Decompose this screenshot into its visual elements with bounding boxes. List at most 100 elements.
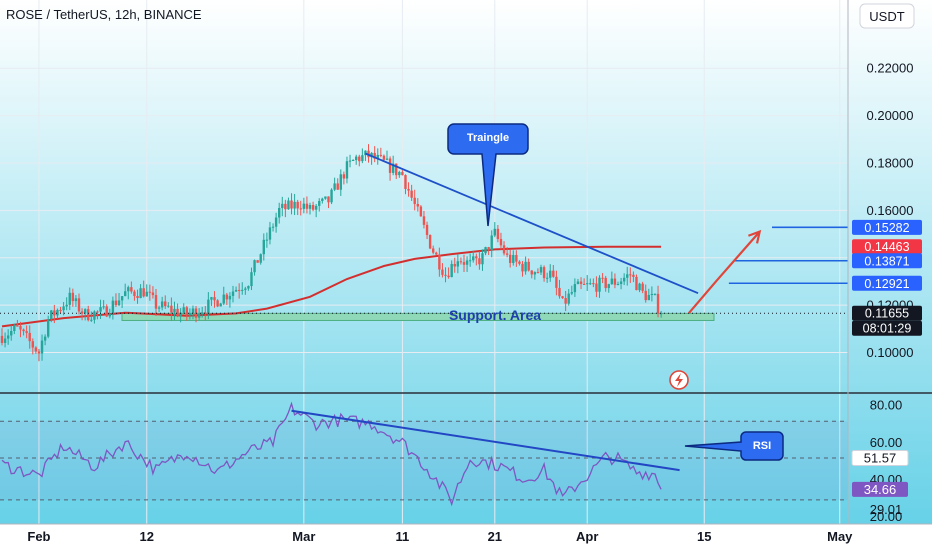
candle bbox=[145, 284, 148, 297]
candle-body bbox=[401, 171, 404, 176]
candle bbox=[305, 196, 309, 214]
candle bbox=[364, 150, 367, 161]
candlesticks[interactable] bbox=[0, 144, 663, 362]
candle bbox=[582, 278, 586, 285]
candle-body bbox=[518, 261, 521, 264]
candle bbox=[518, 260, 521, 266]
candle bbox=[47, 315, 50, 339]
candle bbox=[287, 197, 290, 210]
candle-body bbox=[87, 309, 90, 321]
candle-body bbox=[468, 260, 472, 262]
candle-body bbox=[197, 314, 201, 318]
candle bbox=[505, 247, 509, 258]
candle bbox=[299, 200, 302, 216]
candle-body bbox=[299, 208, 302, 210]
candle-body bbox=[373, 152, 376, 159]
lightning-icon[interactable] bbox=[669, 370, 689, 390]
candle-body bbox=[388, 158, 392, 173]
candle-body bbox=[59, 309, 62, 311]
candle-body bbox=[336, 183, 339, 190]
candle-body bbox=[589, 283, 592, 285]
currency-button[interactable]: USDT bbox=[859, 3, 915, 29]
rsi-tick-label: 60.00 bbox=[870, 435, 903, 450]
candle-body bbox=[185, 307, 188, 316]
candle-body bbox=[342, 174, 346, 179]
candle bbox=[542, 265, 546, 282]
price-tag: 0.12921 bbox=[852, 275, 922, 291]
candle bbox=[339, 169, 342, 196]
candle bbox=[515, 250, 518, 267]
time-axis[interactable]: Feb 12 Mar 11 21 Apr 15 May bbox=[0, 523, 932, 550]
candle-body bbox=[237, 289, 241, 291]
candle-body bbox=[610, 278, 614, 285]
candle bbox=[342, 171, 346, 185]
candle-body bbox=[555, 276, 558, 288]
candle bbox=[567, 289, 570, 306]
candle-body bbox=[164, 301, 167, 307]
candle bbox=[376, 148, 379, 165]
candle-body bbox=[465, 260, 469, 265]
candle-body bbox=[210, 297, 213, 300]
candle bbox=[425, 221, 429, 240]
candle bbox=[358, 154, 361, 167]
candle-body bbox=[616, 283, 620, 285]
candle bbox=[432, 245, 435, 255]
candle bbox=[127, 285, 130, 300]
candle-body bbox=[472, 256, 475, 261]
candle-body bbox=[539, 267, 543, 273]
candle bbox=[598, 275, 601, 298]
candle bbox=[234, 286, 238, 292]
candle bbox=[407, 182, 410, 197]
candle bbox=[68, 287, 71, 311]
candle bbox=[207, 292, 210, 320]
candle bbox=[253, 259, 256, 276]
candle-body bbox=[339, 174, 342, 190]
candle bbox=[472, 250, 475, 263]
candle-body bbox=[358, 156, 361, 162]
candle-body bbox=[438, 254, 441, 270]
candle-body bbox=[502, 245, 506, 254]
candle-body bbox=[13, 325, 16, 331]
candle-body bbox=[595, 283, 598, 292]
candle bbox=[552, 264, 555, 278]
candle-body bbox=[256, 260, 259, 263]
time-tick-label: Feb bbox=[27, 529, 50, 544]
candle-body bbox=[527, 261, 530, 271]
candle bbox=[62, 302, 65, 316]
ma-line bbox=[1, 245, 662, 328]
candle bbox=[361, 148, 364, 164]
candle bbox=[345, 156, 349, 184]
candle bbox=[216, 299, 219, 308]
candle-body bbox=[56, 309, 59, 316]
rsi-callout: RSI bbox=[684, 431, 784, 461]
time-tick-label: Mar bbox=[292, 529, 315, 544]
candle bbox=[638, 282, 641, 293]
candle-body bbox=[370, 152, 373, 158]
candle-body bbox=[348, 160, 352, 162]
candle bbox=[382, 154, 386, 161]
candle bbox=[117, 293, 121, 307]
candle-body bbox=[536, 272, 540, 274]
candle bbox=[231, 285, 235, 303]
candle-body bbox=[364, 150, 367, 156]
candle-body bbox=[407, 188, 410, 191]
chart-title: ROSE / TetherUS, 12h, BINANCE bbox=[6, 7, 202, 22]
candle bbox=[521, 261, 524, 277]
candle-body bbox=[0, 335, 4, 343]
candle bbox=[244, 286, 247, 295]
rsi-pane[interactable] bbox=[0, 401, 848, 507]
candle-body bbox=[28, 332, 31, 342]
candle bbox=[327, 196, 330, 209]
price-tag-label: 08:01:29 bbox=[863, 322, 912, 336]
price-tick-label: 0.18000 bbox=[867, 155, 914, 170]
candle bbox=[139, 284, 142, 299]
candle-body bbox=[512, 255, 515, 263]
candle bbox=[422, 210, 426, 229]
candle bbox=[619, 277, 623, 290]
candle-body bbox=[244, 288, 247, 290]
candle-body bbox=[321, 198, 324, 202]
candle-body bbox=[413, 197, 416, 204]
candle-body bbox=[632, 274, 635, 277]
